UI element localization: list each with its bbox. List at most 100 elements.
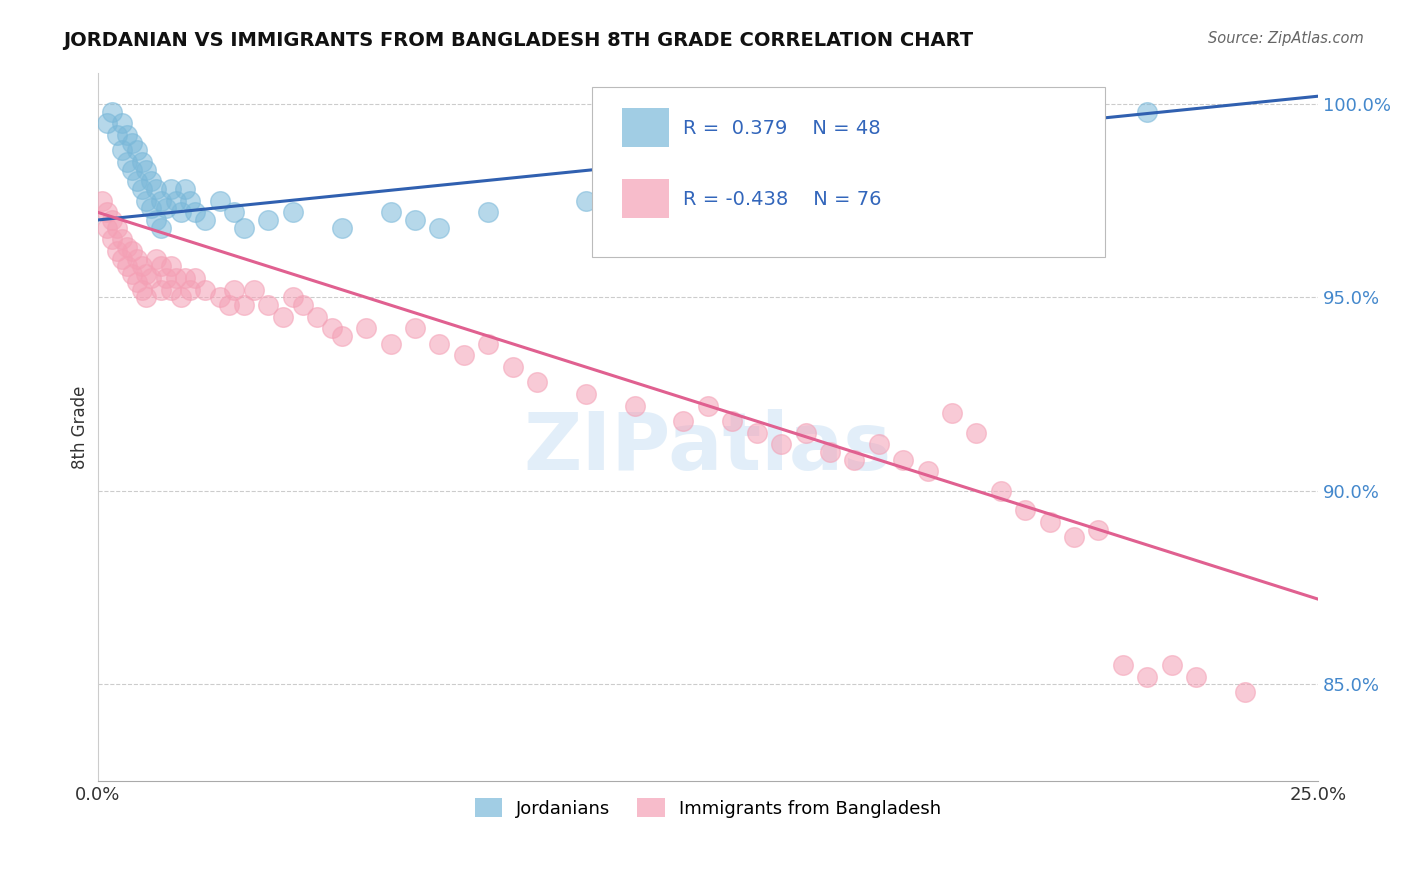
Point <box>155 271 177 285</box>
Point <box>965 425 987 440</box>
Point <box>818 182 841 196</box>
Point <box>125 275 148 289</box>
Point <box>404 321 426 335</box>
Point <box>184 271 207 285</box>
Point <box>745 425 768 440</box>
Point <box>208 290 231 304</box>
Point <box>380 205 402 219</box>
Point <box>380 336 402 351</box>
Point <box>502 359 524 374</box>
Point <box>131 260 153 274</box>
Point <box>307 310 329 324</box>
Point <box>672 414 695 428</box>
Point <box>1087 523 1109 537</box>
Point <box>159 283 181 297</box>
Point <box>121 244 143 258</box>
FancyBboxPatch shape <box>592 87 1105 257</box>
Point <box>115 128 138 142</box>
Point <box>354 321 377 335</box>
Point <box>575 387 598 401</box>
Point <box>111 116 134 130</box>
Point <box>770 194 793 208</box>
Text: JORDANIAN VS IMMIGRANTS FROM BANGLADESH 8TH GRADE CORRELATION CHART: JORDANIAN VS IMMIGRANTS FROM BANGLADESH … <box>63 31 973 50</box>
Point <box>696 399 718 413</box>
Point <box>150 283 173 297</box>
Point <box>427 220 450 235</box>
Point <box>121 267 143 281</box>
Point <box>131 283 153 297</box>
Point <box>96 116 118 130</box>
Point <box>169 205 191 219</box>
Point <box>159 182 181 196</box>
Point <box>281 205 304 219</box>
Point <box>131 155 153 169</box>
Point <box>427 336 450 351</box>
Point <box>917 155 939 169</box>
Point <box>917 465 939 479</box>
Point <box>404 213 426 227</box>
Point <box>125 174 148 188</box>
Y-axis label: 8th Grade: 8th Grade <box>72 385 89 468</box>
Point <box>1063 136 1085 150</box>
Point <box>477 205 499 219</box>
Point <box>818 445 841 459</box>
Point <box>150 220 173 235</box>
Point <box>770 437 793 451</box>
Point <box>1185 669 1208 683</box>
Point <box>135 267 157 281</box>
Point <box>1014 503 1036 517</box>
Point <box>179 194 201 208</box>
Point <box>105 244 128 258</box>
FancyBboxPatch shape <box>623 109 669 147</box>
Point <box>868 174 890 188</box>
Legend: Jordanians, Immigrants from Bangladesh: Jordanians, Immigrants from Bangladesh <box>467 791 948 825</box>
FancyBboxPatch shape <box>623 179 669 219</box>
Point <box>526 376 548 390</box>
Point <box>141 174 163 188</box>
Point <box>233 298 256 312</box>
Point <box>194 213 217 227</box>
Point <box>141 271 163 285</box>
Point <box>194 283 217 297</box>
Point <box>111 252 134 266</box>
Text: Source: ZipAtlas.com: Source: ZipAtlas.com <box>1208 31 1364 46</box>
Point <box>477 336 499 351</box>
Point <box>145 252 167 266</box>
Point <box>1136 104 1159 119</box>
Point <box>155 202 177 216</box>
Point <box>131 182 153 196</box>
Point <box>111 144 134 158</box>
Point <box>145 213 167 227</box>
Point <box>453 348 475 362</box>
Point <box>868 437 890 451</box>
Point <box>575 194 598 208</box>
Point <box>165 194 187 208</box>
Point <box>257 298 280 312</box>
Point <box>165 271 187 285</box>
Point <box>224 283 246 297</box>
Point <box>321 321 343 335</box>
Point <box>115 240 138 254</box>
Point <box>1160 657 1182 672</box>
Point <box>141 202 163 216</box>
Point <box>135 162 157 177</box>
Point <box>965 144 987 158</box>
Point <box>233 220 256 235</box>
Point <box>150 194 173 208</box>
Point <box>1136 669 1159 683</box>
Point <box>623 399 645 413</box>
Point <box>121 162 143 177</box>
Point <box>135 290 157 304</box>
Point <box>105 220 128 235</box>
Point <box>218 298 240 312</box>
Point <box>1039 515 1062 529</box>
Point <box>101 232 124 246</box>
Point <box>125 144 148 158</box>
Point <box>1233 685 1256 699</box>
Point <box>145 182 167 196</box>
Point <box>1112 657 1135 672</box>
Point <box>990 483 1012 498</box>
Point <box>281 290 304 304</box>
Point <box>330 220 353 235</box>
Point <box>174 271 197 285</box>
